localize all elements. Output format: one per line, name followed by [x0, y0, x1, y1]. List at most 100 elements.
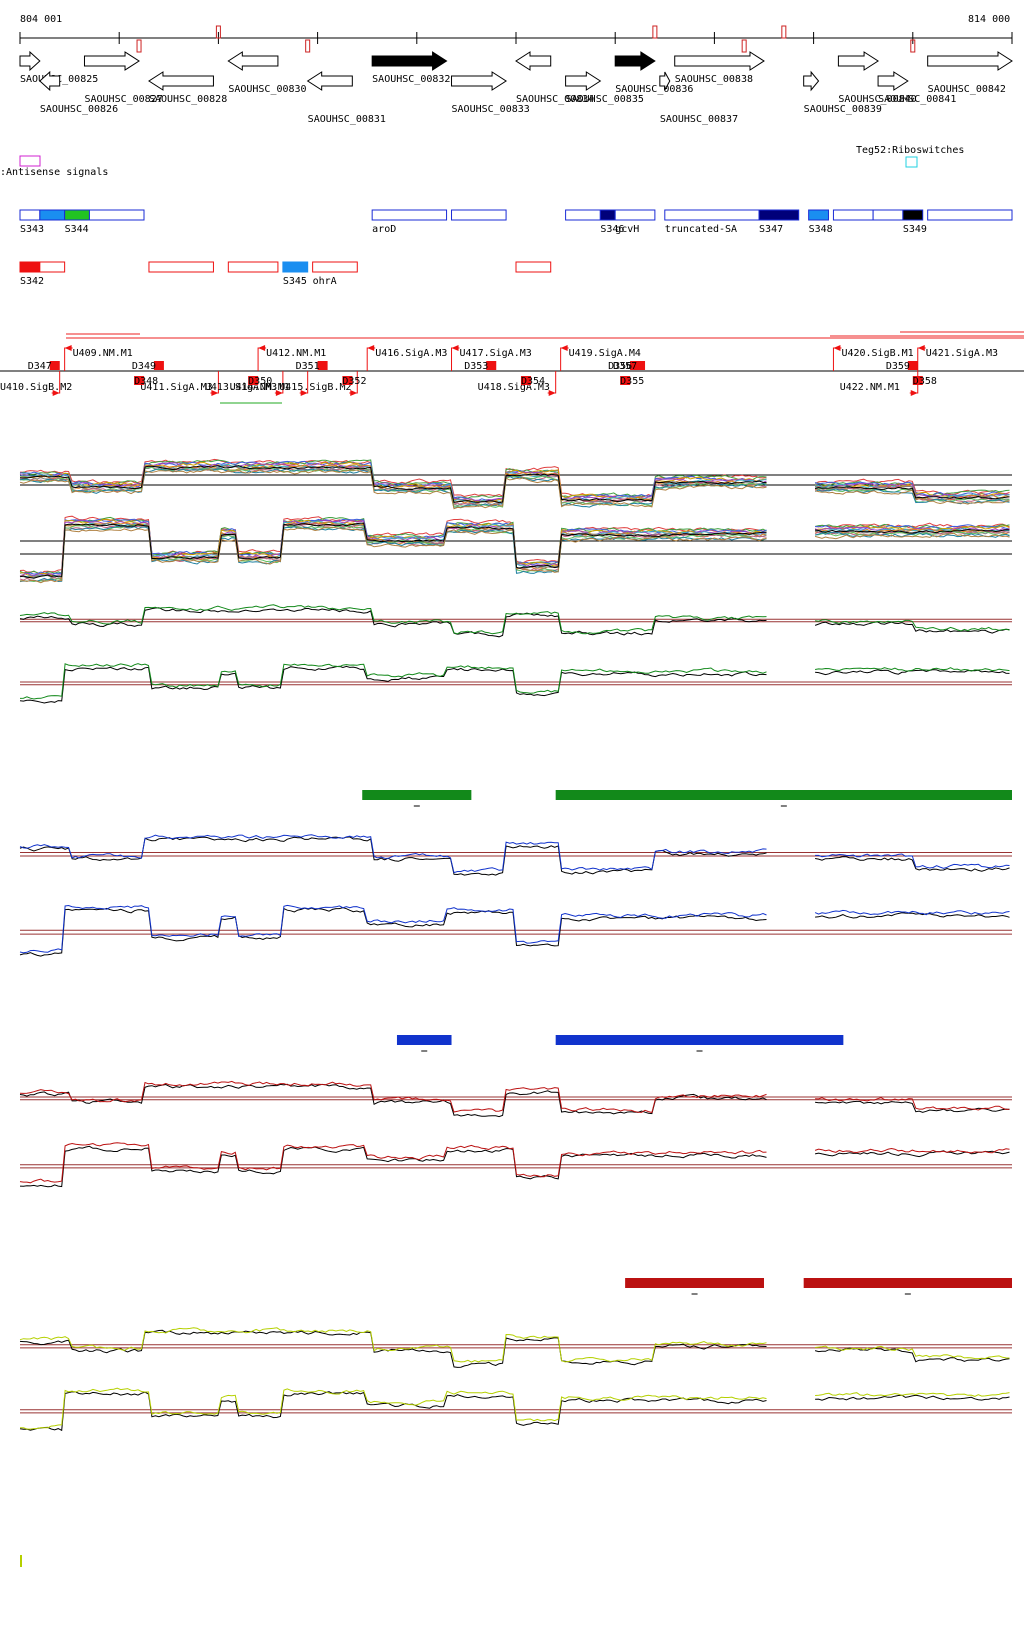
gene-arrow [148, 71, 214, 91]
antisense-mark [305, 39, 311, 53]
promoter-head [917, 345, 925, 351]
promoter-arrow [832, 347, 842, 371]
feature-top-box [927, 209, 1013, 221]
riboswitch-legend-swatch [905, 156, 918, 168]
terminator-label: D357 [613, 361, 637, 372]
gene-arrow [927, 51, 1013, 71]
terminator-box [49, 361, 60, 370]
feature-top-label: S346 [600, 224, 624, 235]
gene-arrow [83, 51, 140, 71]
terminator-box [317, 361, 328, 370]
expression-trace [19, 1145, 1010, 1188]
promoter-label: U412.NM.M1 [266, 348, 326, 359]
promoter-head [910, 390, 918, 396]
feature-top-box [614, 209, 656, 221]
terminator-box [520, 376, 531, 385]
feature-bottom-box [515, 261, 552, 273]
expression-trace [19, 607, 1010, 638]
feature-top-box [64, 209, 90, 221]
promoter-label: U420.SigB.M1 [841, 348, 913, 359]
coordinate-header: 804 001 814 000 [19, 14, 1013, 53]
promoter-label: U415.SigB.M2 [279, 382, 351, 393]
antisense-legend-swatch [19, 155, 41, 167]
promoter-label: U417.SigA.M3 [460, 348, 532, 359]
feature-bottom-box [39, 261, 66, 273]
feature-bottom-box [227, 261, 279, 273]
gene-arrow [39, 70, 61, 92]
expression-trace [19, 1083, 1010, 1118]
promoter-arrow [64, 347, 73, 371]
antisense-mark [215, 25, 221, 39]
expression-trace [19, 1327, 1010, 1363]
terminator-label: D353 [464, 361, 488, 372]
feature-bottom-box [148, 261, 214, 273]
promoter-arrow [451, 347, 460, 371]
gene-label: SAOUHSC_00840 [838, 94, 916, 105]
feature-top-label: truncated-SA [665, 224, 737, 235]
gene-arrow [565, 71, 602, 91]
gene-label: SAOUHSC_00839 [804, 104, 882, 115]
promoter-head [548, 390, 556, 396]
promoter-head [833, 345, 841, 351]
gene-label: SAOUHSC_00842 [928, 84, 1006, 95]
feature-top-label: S349 [903, 224, 927, 235]
terminator-box [635, 361, 646, 370]
promoter-head [350, 390, 358, 396]
feature-top-box [371, 209, 448, 221]
feature-top-box [451, 209, 507, 221]
feature-top-box [88, 209, 145, 221]
scale-marker [20, 1555, 22, 1567]
promoter-arrow [257, 347, 267, 371]
feature-bottom-box [312, 261, 358, 273]
gene-label: SAOUHSC_00827 [84, 94, 162, 105]
feature-top-box [832, 209, 874, 221]
feature-bottom-box [19, 261, 41, 273]
expression-trace [19, 1387, 1010, 1430]
feature-top-box [664, 209, 760, 221]
condition-bar [803, 1278, 1012, 1288]
gene-arrow [837, 51, 880, 71]
feature-bottom-label: S345 [283, 276, 307, 287]
promoter-label: U411.SigA.M3 [140, 382, 212, 393]
promoter-label: U418.SigA.M3 [478, 382, 550, 393]
antisense-mark [910, 39, 916, 53]
expression-trace [19, 522, 1010, 579]
terminator-label: D351 [296, 361, 320, 372]
antisense-legend-label: :Antisense signals [0, 167, 108, 178]
expression-trace [19, 465, 1010, 504]
gene-label: SAOUHSC_00834 [516, 94, 594, 105]
promoter-label: U421.SigA.M3 [926, 348, 998, 359]
feature-top-label: S344 [65, 224, 89, 235]
terminator-label: D349 [132, 361, 156, 372]
expression-trace [19, 469, 1010, 510]
terminator-label: D355 [620, 376, 644, 387]
gene-arrow [451, 71, 508, 91]
condition-bar [625, 1278, 764, 1288]
terminator-box [486, 361, 497, 370]
promoter-head [211, 390, 219, 396]
expression-trace [19, 904, 1010, 954]
promoter-label: U413.SigA.M3 [205, 382, 277, 393]
terminator-box [620, 376, 631, 385]
expression-trace [19, 604, 1010, 635]
promoter-head [367, 345, 375, 351]
promoter-head [300, 390, 308, 396]
terminator-label: D359 [886, 361, 910, 372]
gene-arrow [306, 71, 353, 91]
promoter-arrow [917, 347, 926, 371]
gene-label: SAOUHSC_00833 [452, 104, 530, 115]
expression-trace [19, 525, 1010, 583]
gene-label: SAOUHSC_00835 [566, 94, 644, 105]
promoter-label: U414.NM.M1 [230, 382, 290, 393]
terminator-label: D354 [521, 376, 545, 387]
legend-track: :Antisense signals Teg52:Riboswitches [0, 145, 964, 178]
expression-trace [19, 1391, 1010, 1432]
gene-arrow [19, 50, 41, 72]
antisense-mark [652, 25, 658, 39]
terminator-box [907, 361, 918, 370]
antisense-mark [781, 25, 787, 39]
gene-label: SAOUHSC_00841 [878, 94, 956, 105]
feature-top-box [565, 209, 601, 221]
gene-arrow [877, 71, 909, 91]
